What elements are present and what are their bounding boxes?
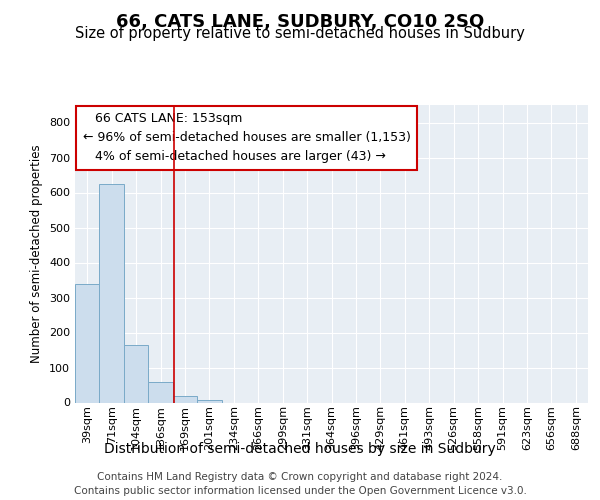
Text: Contains HM Land Registry data © Crown copyright and database right 2024.: Contains HM Land Registry data © Crown c…: [97, 472, 503, 482]
Text: Size of property relative to semi-detached houses in Sudbury: Size of property relative to semi-detach…: [75, 26, 525, 41]
Text: 66 CATS LANE: 153sqm
← 96% of semi-detached houses are smaller (1,153)
   4% of : 66 CATS LANE: 153sqm ← 96% of semi-detac…: [83, 112, 410, 164]
Text: Distribution of semi-detached houses by size in Sudbury: Distribution of semi-detached houses by …: [104, 442, 496, 456]
Text: 66, CATS LANE, SUDBURY, CO10 2SQ: 66, CATS LANE, SUDBURY, CO10 2SQ: [116, 12, 484, 30]
Bar: [173, 396, 197, 402]
Y-axis label: Number of semi-detached properties: Number of semi-detached properties: [31, 144, 43, 363]
Bar: [197, 400, 221, 402]
Bar: [100, 184, 124, 402]
Bar: [148, 382, 173, 402]
Bar: [124, 346, 148, 403]
Bar: [75, 284, 100, 403]
Text: Contains public sector information licensed under the Open Government Licence v3: Contains public sector information licen…: [74, 486, 526, 496]
